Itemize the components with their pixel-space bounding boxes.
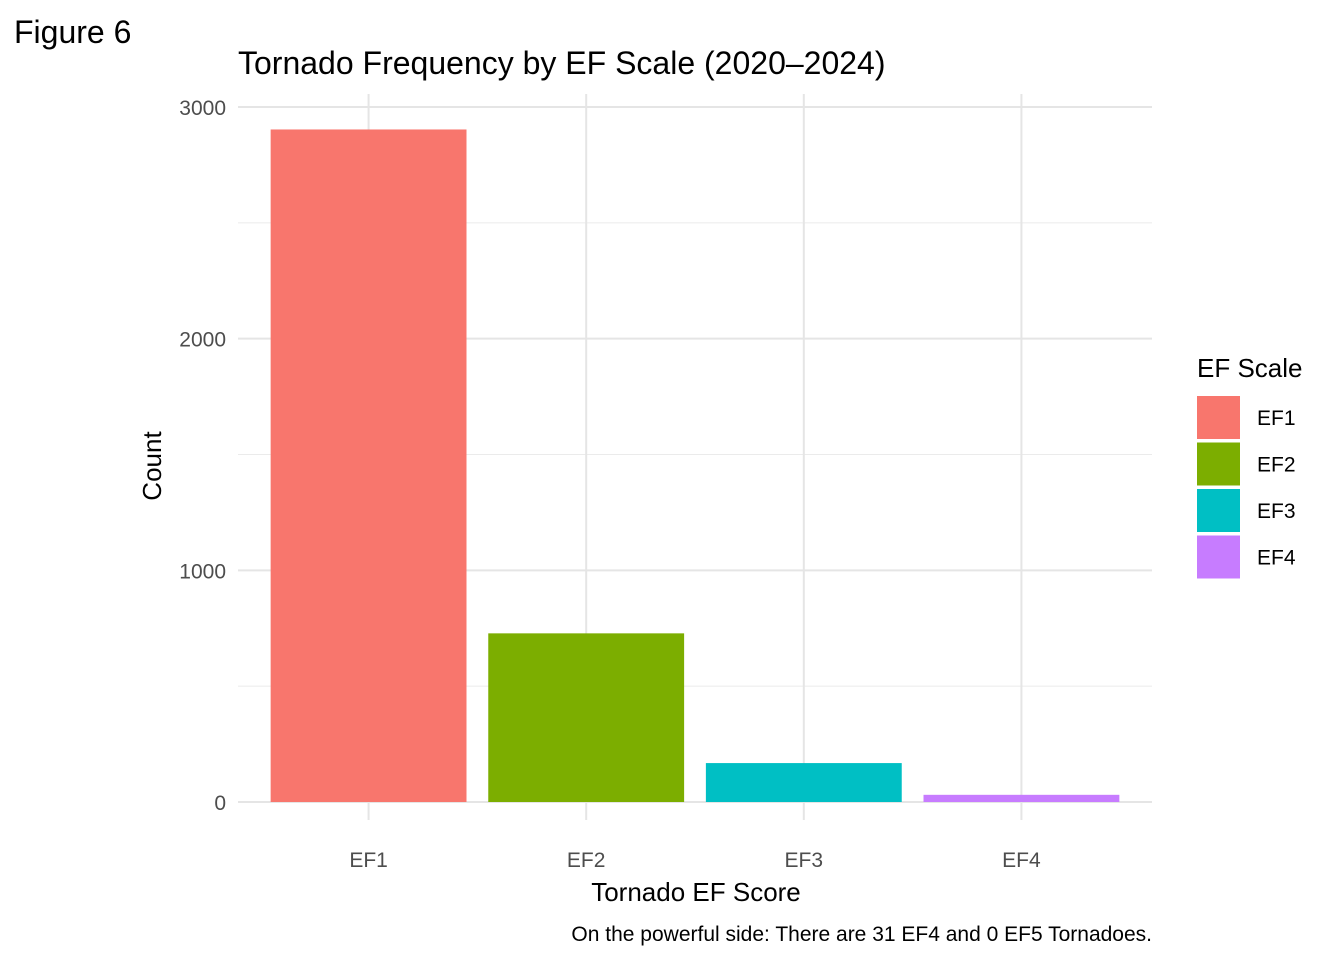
legend: EF Scale EF1 EF2 EF3 EF4 xyxy=(1197,353,1303,579)
figure-label: Figure 6 xyxy=(14,14,132,50)
y-axis-ticks: 0 1000 2000 3000 xyxy=(179,97,226,815)
x-tick-label: EF4 xyxy=(1002,849,1041,872)
y-tick-label: 0 xyxy=(214,792,226,815)
bars xyxy=(270,129,1120,802)
y-tick-label: 2000 xyxy=(179,329,226,352)
x-axis-ticks: EF1 EF2 EF3 EF4 xyxy=(349,849,1041,872)
x-tick-label: EF2 xyxy=(567,849,606,872)
legend-label: EF1 xyxy=(1257,407,1296,430)
legend-label: EF3 xyxy=(1257,500,1296,523)
y-tick-label: 3000 xyxy=(179,97,226,120)
x-tick-label: EF1 xyxy=(349,849,388,872)
y-tick-label: 1000 xyxy=(179,560,226,583)
bar-ef3 xyxy=(705,763,902,802)
legend-title: EF Scale xyxy=(1197,353,1303,383)
chart-title: Tornado Frequency by EF Scale (2020–2024… xyxy=(238,45,886,81)
legend-key-ef2 xyxy=(1197,442,1240,486)
bar-ef1 xyxy=(270,129,467,802)
legend-key-ef3 xyxy=(1197,489,1240,532)
x-tick-label: EF3 xyxy=(785,849,824,872)
legend-label: EF4 xyxy=(1257,547,1296,570)
bar-ef4 xyxy=(923,794,1120,802)
legend-key-ef1 xyxy=(1197,396,1240,439)
bar-ef2 xyxy=(488,633,685,802)
legend-key-ef4 xyxy=(1197,535,1240,579)
y-axis-label: Count xyxy=(137,431,167,501)
x-axis-label: Tornado EF Score xyxy=(591,877,801,907)
legend-label: EF2 xyxy=(1257,454,1296,477)
chart-caption: On the powerful side: There are 31 EF4 a… xyxy=(571,923,1152,946)
